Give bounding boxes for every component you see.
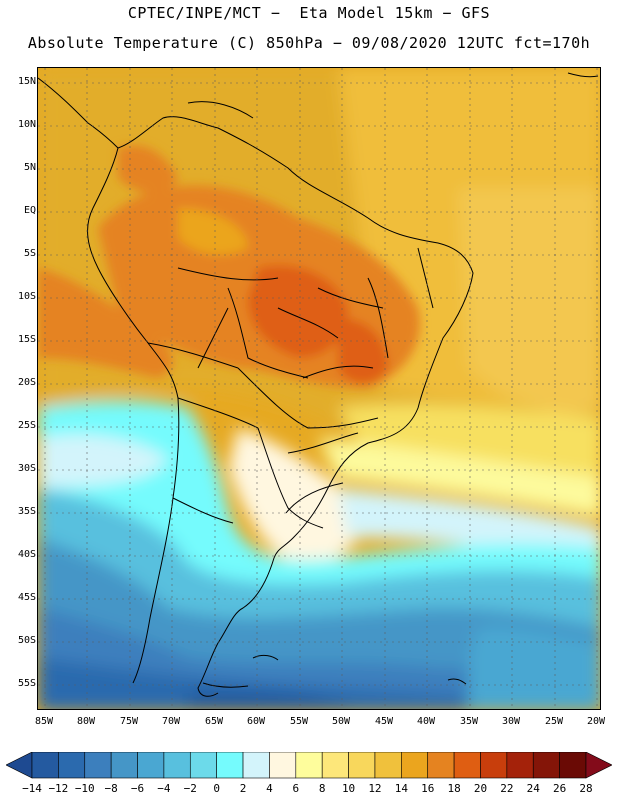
colorbar-tick-label: −14 — [22, 782, 42, 795]
lat-label-eq: EQ — [23, 205, 36, 216]
colorbar-swatch — [453, 752, 481, 779]
colorbar-tick-label: 28 — [579, 782, 593, 795]
lon-label-85w: 85W — [34, 716, 54, 727]
colorbar-swatch — [58, 752, 86, 779]
lat-label-55s: 55S — [17, 678, 36, 689]
colorbar-tick-label: 14 — [394, 782, 408, 795]
temperature-map — [37, 67, 601, 710]
temperature-field — [38, 68, 600, 709]
colorbar-tick-label: −8 — [104, 782, 118, 795]
colorbar-swatch — [84, 752, 112, 779]
colorbar-swatch — [163, 752, 191, 779]
colorbar-tick-label: 4 — [266, 782, 273, 795]
colorbar-swatch — [401, 752, 429, 779]
colorbar-swatch — [137, 752, 165, 779]
colorbar-swatch — [374, 752, 402, 779]
colorbar-tick-label: −2 — [183, 782, 197, 795]
lon-label-35w: 35W — [459, 716, 479, 727]
lon-label-30w: 30W — [501, 716, 521, 727]
colorbar-swatch — [295, 752, 323, 779]
colorbar-tick-label: 0 — [213, 782, 220, 795]
colorbar-tick-label: 24 — [526, 782, 540, 795]
colorbar-swatch — [321, 752, 349, 779]
lat-label-5s: 5S — [23, 248, 36, 259]
lat-label-10s: 10S — [17, 291, 36, 302]
map-title-source: CPTEC/INPE/MCT − Eta Model 15km − GFS — [127, 4, 491, 22]
lon-label-45w: 45W — [374, 716, 394, 727]
lat-label-30s: 30S — [17, 463, 36, 474]
lat-label-40s: 40S — [17, 549, 36, 560]
colorbar-overflow-arrow — [585, 752, 612, 779]
colorbar-tick-label: −6 — [130, 782, 145, 795]
colorbar-swatch — [31, 752, 59, 779]
lon-label-20w: 20W — [586, 716, 606, 727]
colorbar-tick-label: 18 — [447, 782, 461, 795]
lat-label-20s: 20S — [17, 377, 36, 388]
colorbar-tick-label: 12 — [368, 782, 382, 795]
colorbar-tick-label: 16 — [421, 782, 435, 795]
lat-label-50s: 50S — [17, 635, 36, 646]
lat-label-15s: 15S — [17, 334, 36, 345]
colorbar-swatch — [216, 752, 244, 779]
lon-label-40w: 40W — [416, 716, 436, 727]
lon-label-65w: 65W — [204, 716, 224, 727]
colorbar-tick-label: 2 — [239, 782, 247, 795]
colorbar-tick-label: 26 — [552, 782, 567, 795]
colorbar-swatch — [189, 752, 217, 779]
continent-outline — [38, 72, 599, 697]
colorbar-tick-label: 8 — [318, 782, 326, 795]
colorbar-swatch — [480, 752, 508, 779]
lat-label-45s: 45S — [17, 592, 36, 603]
lon-label-70w: 70W — [161, 716, 181, 727]
lat-label-35s: 35S — [17, 506, 36, 517]
colorbar-swatch — [348, 752, 376, 779]
colorbar-swatch — [242, 752, 270, 779]
colorbar-underflow-arrow — [6, 752, 33, 779]
lat-label-5n: 5N — [23, 162, 36, 173]
colorbar-tick-label: 22 — [500, 782, 514, 795]
colorbar-swatch — [559, 752, 587, 779]
colorbar-swatch — [427, 752, 455, 779]
lat-label-10n: 10N — [17, 119, 36, 130]
colorbar-tick-label: −4 — [157, 782, 171, 795]
colorbar-swatch — [110, 752, 138, 779]
colorbar-tick-label: −10 — [74, 782, 95, 795]
lon-label-60w: 60W — [246, 716, 266, 727]
colorbar-tick-label: −12 — [48, 782, 69, 795]
lon-label-55w: 55W — [289, 716, 309, 727]
lat-label-15n: 15N — [17, 76, 36, 87]
colorbar-swatch — [506, 752, 534, 779]
colorbar-swatch — [532, 752, 560, 779]
lon-label-75w: 75W — [119, 716, 139, 727]
lat-label-25s: 25S — [17, 420, 36, 431]
colorbar-tick-label: 20 — [473, 782, 488, 795]
map-title-variable: Absolute Temperature (C) 850hPa − 09/08/… — [27, 34, 591, 52]
lon-label-25w: 25W — [544, 716, 564, 727]
color-legend-bar — [6, 752, 612, 779]
colorbar-tick-label: 6 — [292, 782, 300, 795]
colorbar-swatch — [269, 752, 297, 779]
lon-label-80w: 80W — [76, 716, 96, 727]
lon-label-50w: 50W — [331, 716, 351, 727]
temperature-map-canvas — [38, 68, 600, 709]
continental-warm-field — [38, 145, 420, 388]
graticule — [38, 68, 600, 709]
colorbar-tick-label: 10 — [341, 782, 356, 795]
